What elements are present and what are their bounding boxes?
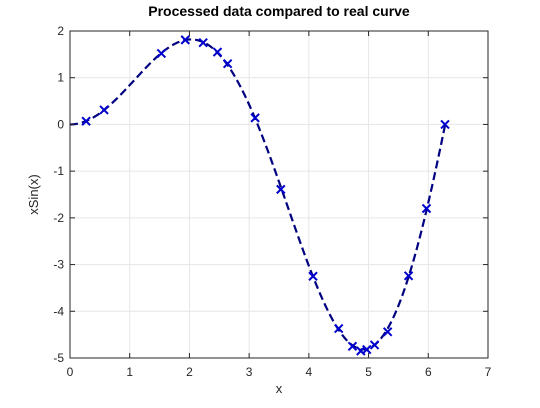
y-tick-label: 0: [57, 117, 64, 131]
x-tick-label: 7: [485, 365, 492, 379]
marker-stroke: [99, 105, 109, 115]
marker-stroke: [347, 341, 358, 352]
data-point-marker: [276, 184, 286, 195]
y-tick-label: -5: [53, 351, 64, 365]
marker-stroke: [276, 184, 286, 195]
x-tick-label: 3: [246, 365, 253, 379]
x-tick-label: 2: [186, 365, 193, 379]
data-point-marker: [81, 116, 91, 126]
axis-ticks: 0 1 2 3 4 5 6 7 -5 -4 -3 -2 -1 0 1 2: [53, 24, 491, 379]
x-axis-title: x: [276, 381, 283, 396]
marker-stroke: [81, 116, 91, 126]
data-point-marker: [421, 203, 432, 214]
plot-frame: [69, 30, 489, 359]
marker-stroke: [156, 48, 167, 59]
data-point-marker: [212, 47, 223, 57]
chart-title: Processed data compared to real curve: [148, 3, 410, 19]
marker-stroke: [180, 35, 190, 45]
data-point-marker: [369, 340, 380, 350]
marker-stroke: [362, 344, 372, 355]
data-point-marker: [382, 327, 393, 337]
y-tick-label: -1: [53, 164, 64, 178]
x-tick-label: 0: [67, 365, 74, 379]
plot-area: [69, 35, 450, 356]
marker-stroke: [421, 203, 432, 214]
data-point-marker: [180, 35, 190, 45]
data-point-marker: [308, 271, 318, 281]
marker-stroke: [356, 346, 366, 356]
data-point-marker: [99, 105, 109, 115]
marker-stroke: [369, 340, 380, 350]
data-point-marker: [362, 344, 372, 355]
data-point-marker: [347, 341, 358, 352]
x-tick-label: 4: [306, 365, 313, 379]
marker-stroke: [403, 271, 414, 281]
data-point-marker: [198, 37, 208, 48]
marker-stroke: [440, 119, 450, 130]
marker-stroke: [222, 58, 233, 69]
marker-stroke: [250, 113, 260, 123]
data-point-marker: [334, 323, 344, 334]
marker-stroke: [382, 327, 393, 337]
x-tick-label: 5: [365, 365, 372, 379]
marker-stroke: [334, 323, 344, 334]
y-tick-label: -3: [53, 258, 64, 272]
marker-stroke: [198, 37, 208, 48]
marker-stroke: [212, 47, 223, 57]
data-point-marker: [222, 58, 233, 69]
y-tick-label: -2: [53, 211, 64, 225]
x-tick-label: 1: [126, 365, 133, 379]
data-point-marker: [156, 48, 167, 59]
grid: [69, 30, 489, 359]
x-tick-label: 6: [425, 365, 432, 379]
y-tick-label: 2: [57, 24, 64, 38]
y-tick-label: -4: [53, 304, 64, 318]
y-tick-label: 1: [57, 71, 64, 85]
data-point-marker: [440, 119, 450, 130]
real-curve-line: [69, 38, 447, 351]
data-point-marker: [403, 271, 414, 281]
marker-stroke: [308, 271, 318, 281]
data-point-marker: [250, 113, 260, 123]
y-axis-title: xSin(x): [26, 174, 41, 214]
